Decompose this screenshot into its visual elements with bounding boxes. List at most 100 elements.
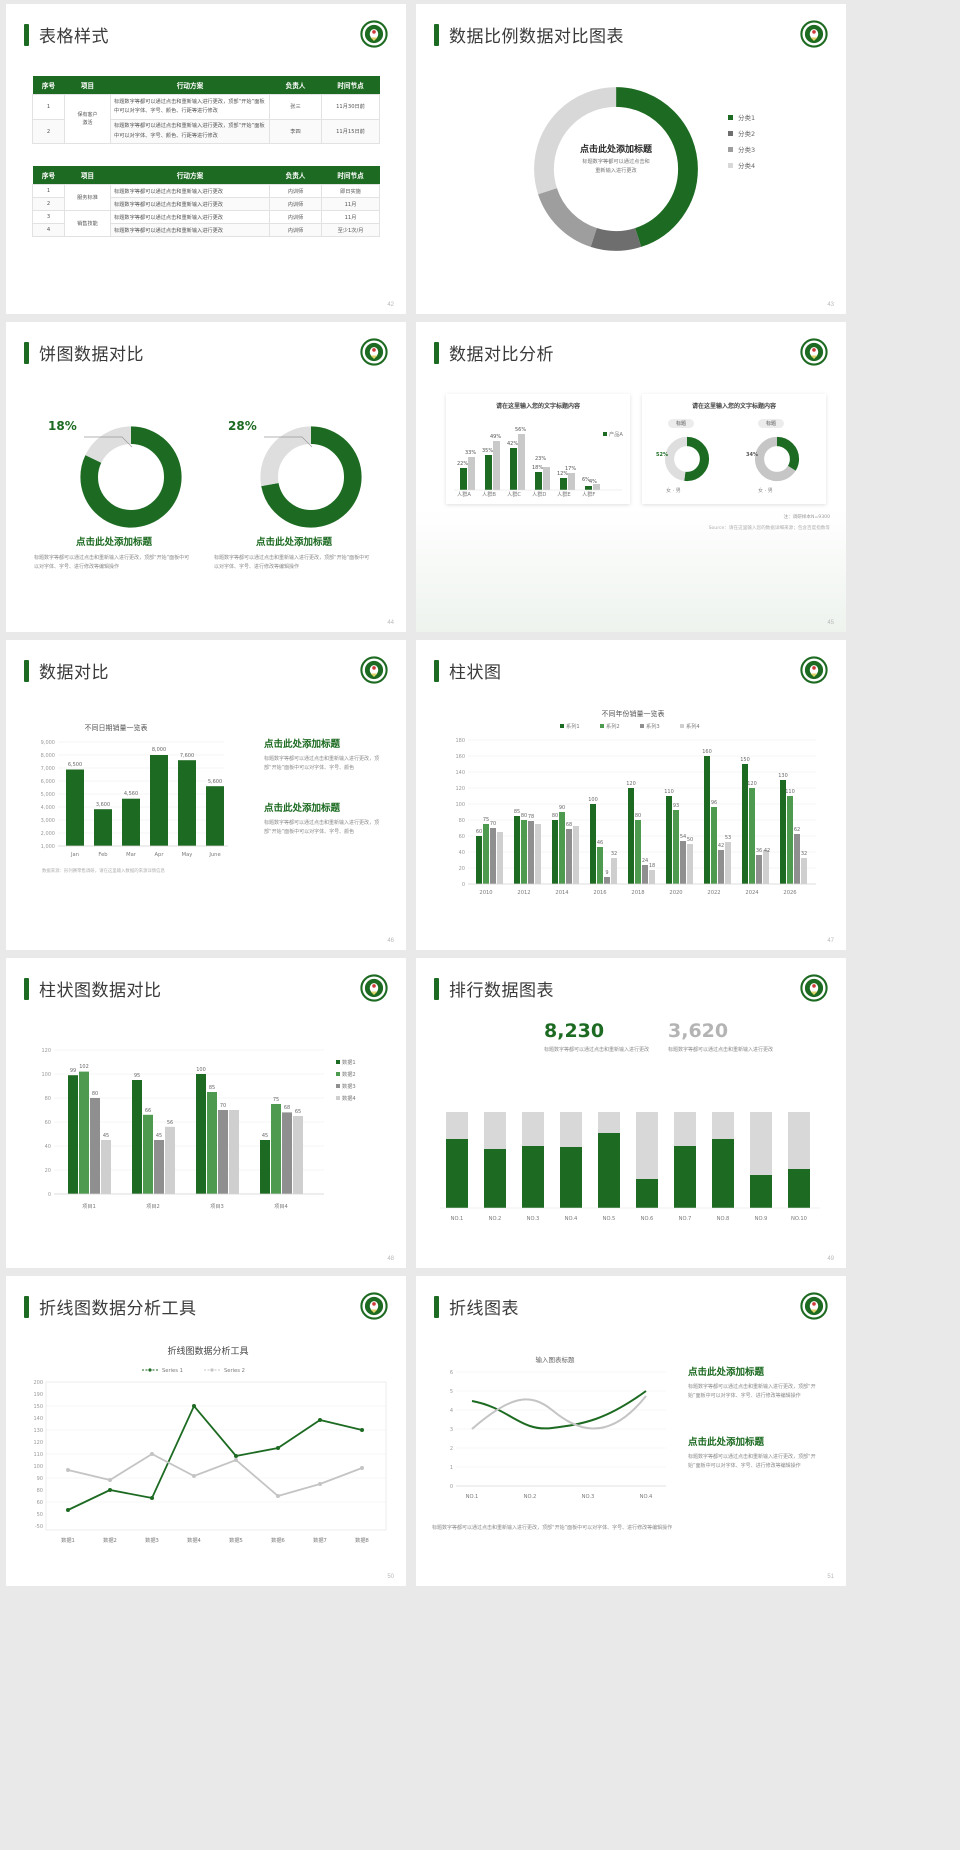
svg-text:54: 54 xyxy=(680,834,686,840)
svg-text:4,560: 4,560 xyxy=(124,791,138,797)
svg-text:系列2: 系列2 xyxy=(606,722,620,730)
svg-text:2012: 2012 xyxy=(517,890,530,896)
slide-44[interactable]: 饼图数据对比 18% 2 xyxy=(6,322,406,632)
table-header-row: 序号 项目 行动方案 负责人 时间节点 xyxy=(32,76,380,95)
svg-text:1,000: 1,000 xyxy=(41,844,55,850)
card-donut-pair[interactable]: 请在这里输入您的文字标题内容 标题 标题 52% 34% 女 · 男 女 · 男 xyxy=(642,394,826,504)
th-item: 项目 xyxy=(64,166,111,185)
svg-text:人群E: 人群E xyxy=(557,490,571,498)
badge-1[interactable]: 标题 xyxy=(668,419,695,428)
svg-text:68: 68 xyxy=(284,1105,290,1111)
legend-item-3[interactable]: 分类3 xyxy=(728,144,755,154)
cell-owner: 内训师 xyxy=(269,184,322,198)
svg-text:110: 110 xyxy=(664,789,674,795)
svg-text:100: 100 xyxy=(588,797,598,803)
svg-text:项目4: 项目4 xyxy=(274,1203,288,1210)
legend-label: 分类1 xyxy=(738,114,756,122)
svg-text:Jan: Jan xyxy=(70,852,79,858)
svg-text:6,000: 6,000 xyxy=(41,779,55,785)
table-2[interactable]: 序号 项目 行动方案 负责人 时间节点 1 服务标准 标题数字等都可以通过点击和… xyxy=(32,166,380,237)
table-row[interactable]: 3 销售技能 标题数字等都可以通过点击和重新输入进行更改 内训师 11月 xyxy=(32,210,380,237)
slide-42[interactable]: 表格样式 序号 项目 行动方案 负责人 时间节点 1 xyxy=(6,4,406,314)
svg-text:0: 0 xyxy=(48,1192,51,1198)
table-row[interactable]: 1 保有客户 激活 标题数字等都可以通过点击和重新输入进行更改，顶部“开始”面板中… xyxy=(32,93,380,145)
card-bar-chart[interactable]: 请在这里输入您的文字标题内容 22% 33% 35% 49% 42% 56% 1… xyxy=(446,394,630,504)
table-1[interactable]: 序号 项目 行动方案 负责人 时间节点 1 保有客户 激活 标题数字等都可以通过点… xyxy=(32,76,380,145)
brand-logo-icon xyxy=(360,974,388,1002)
accent-bar xyxy=(434,1295,439,1318)
table-row[interactable]: 2 标题数字等都可以通过点击和重新输入进行更改，顶部“开始”面板中可以对字体、字… xyxy=(32,118,380,145)
cell-time: 11月 xyxy=(321,210,380,224)
svg-text:36: 36 xyxy=(756,848,762,854)
ranking-bar-chart[interactable]: NO.1 NO.2 NO.3 NO.4 NO.5 NO.6 NO.7 NO.8 … xyxy=(434,1108,830,1238)
legend-label: 分类3 xyxy=(738,146,756,154)
accent-bar xyxy=(24,23,29,46)
slide-43[interactable]: 数据比例数据对比图表 点击此处添加标题 标题数字等都可以通过点击和 重新输入进行… xyxy=(416,4,846,314)
donut-1-percent: 18% xyxy=(48,419,77,433)
table-row[interactable]: 4 标题数字等都可以通过点击和重新输入进行更改 内训师 至少1次/月 xyxy=(32,223,380,237)
svg-text:40: 40 xyxy=(45,1144,51,1150)
brand-logo-icon xyxy=(800,1292,828,1320)
svg-text:系列3: 系列3 xyxy=(646,722,660,730)
svg-text:120: 120 xyxy=(747,781,757,787)
series-1-line xyxy=(471,1390,647,1430)
legend-item-4[interactable]: 分类4 xyxy=(728,160,755,170)
table-row[interactable]: 2 标题数字等都可以通过点击和重新输入进行更改 内训师 11月 xyxy=(32,197,380,211)
svg-text:NO.9: NO.9 xyxy=(755,1216,768,1222)
body-1: 标题数字等都可以通过点击和重新输入进行更改，顶部“开始”面板中可以对字体、字号、… xyxy=(688,1384,816,1399)
mini-donut-2 xyxy=(754,436,800,482)
badge-2[interactable]: 标题 xyxy=(758,419,785,428)
svg-text:数据1: 数据1 xyxy=(342,1058,356,1066)
page-title: 排行数据图表 xyxy=(449,981,554,1001)
svg-text:NO.10: NO.10 xyxy=(791,1216,807,1222)
legend-item-2[interactable]: 分类2 xyxy=(728,128,755,138)
source-note: Source：请在这里输入您的数据详细来源；包含百度指数等 xyxy=(708,526,830,531)
bar-col-5: NO.5 xyxy=(598,1112,620,1222)
svg-text:NO.1: NO.1 xyxy=(466,1494,479,1500)
svg-text:5,000: 5,000 xyxy=(41,792,55,798)
svg-text:120: 120 xyxy=(455,786,465,792)
svg-text:96: 96 xyxy=(711,800,717,806)
svg-text:数据4: 数据4 xyxy=(342,1094,356,1102)
donut-chart[interactable] xyxy=(526,79,706,259)
cell-owner: 内训师 xyxy=(269,210,322,224)
slide-47[interactable]: 柱状图 不同年份销量一览表 系列1 系列2 系列3 系列4 xyxy=(416,640,846,950)
bar-col-3: NO.3 xyxy=(522,1112,544,1222)
line-chart[interactable]: 输入图表标题 6 5 4 3 2 1 0 NO.1 NO.2 NO.3 NO.4 xyxy=(430,1348,680,1518)
donut-1-body: 标题数字等都可以通过点击和重新输入进行更改，顶部“开始”面板中可以对字体、字号、… xyxy=(34,555,190,570)
slide-49[interactable]: 排行数据图表 8,230 标题数字等都可以通过点击和重新输入进行更改 3,620… xyxy=(416,958,846,1268)
slide-50[interactable]: 折线图数据分析工具 折线图数据分析工具 Series 1 Series 2 xyxy=(6,1276,406,1586)
chart-source-note: 数据来源：形列赛零售调研，请在这里输入数据的来源详情信息 xyxy=(42,867,166,874)
legend-label: 分类4 xyxy=(738,162,756,170)
svg-text:项目3: 项目3 xyxy=(210,1203,224,1210)
svg-text:系列4: 系列4 xyxy=(686,722,700,730)
slide-46[interactable]: 数据对比 不同日期销量一览表 9,000 8,000 7,000 6,000 5,00… xyxy=(6,640,406,950)
brand-logo-icon xyxy=(800,656,828,684)
svg-text:180: 180 xyxy=(455,738,465,744)
series-2-points xyxy=(66,1452,364,1498)
slide-48[interactable]: 柱状图数据对比 120 100 80 60 40 20 0 99 xyxy=(6,958,406,1268)
svg-text:42%: 42% xyxy=(507,441,518,447)
svg-text:2016: 2016 xyxy=(593,890,606,896)
table-row[interactable]: 1 服务标准 标题数字等都可以通过点击和重新输入进行更改 内训师 即日实施 xyxy=(32,184,380,211)
svg-text:NO.2: NO.2 xyxy=(524,1494,537,1500)
chart-title: 输入图表标题 xyxy=(536,1355,576,1364)
bar-chart[interactable]: 不同日期销量一览表 9,000 8,000 7,000 6,000 5,000 4,00… xyxy=(24,720,264,880)
line-chart[interactable]: 折线图数据分析工具 Series 1 Series 2 200 190 150 14… xyxy=(18,1338,398,1568)
slide-45[interactable]: 数据对比分析 请在这里输入您的文字标题内容 22% 33% 35% 49% 42… xyxy=(416,322,846,632)
svg-text:2024: 2024 xyxy=(745,890,759,896)
th-seq: 序号 xyxy=(32,76,65,95)
stat-block-2: 3,620 标题数字等都可以通过点击和重新输入进行更改 xyxy=(668,1020,778,1055)
svg-text:0: 0 xyxy=(450,1484,453,1490)
svg-text:项目1: 项目1 xyxy=(82,1203,96,1210)
th-plan: 行动方案 xyxy=(110,76,270,95)
donut-chart-1[interactable] xyxy=(76,422,186,532)
page-number: 50 xyxy=(387,1574,394,1580)
donut-chart-2[interactable] xyxy=(256,422,366,532)
svg-text:9,000: 9,000 xyxy=(41,740,55,746)
legend-item-1[interactable]: 分类1 xyxy=(728,112,755,122)
donut-2-pct: 34% xyxy=(746,452,758,458)
